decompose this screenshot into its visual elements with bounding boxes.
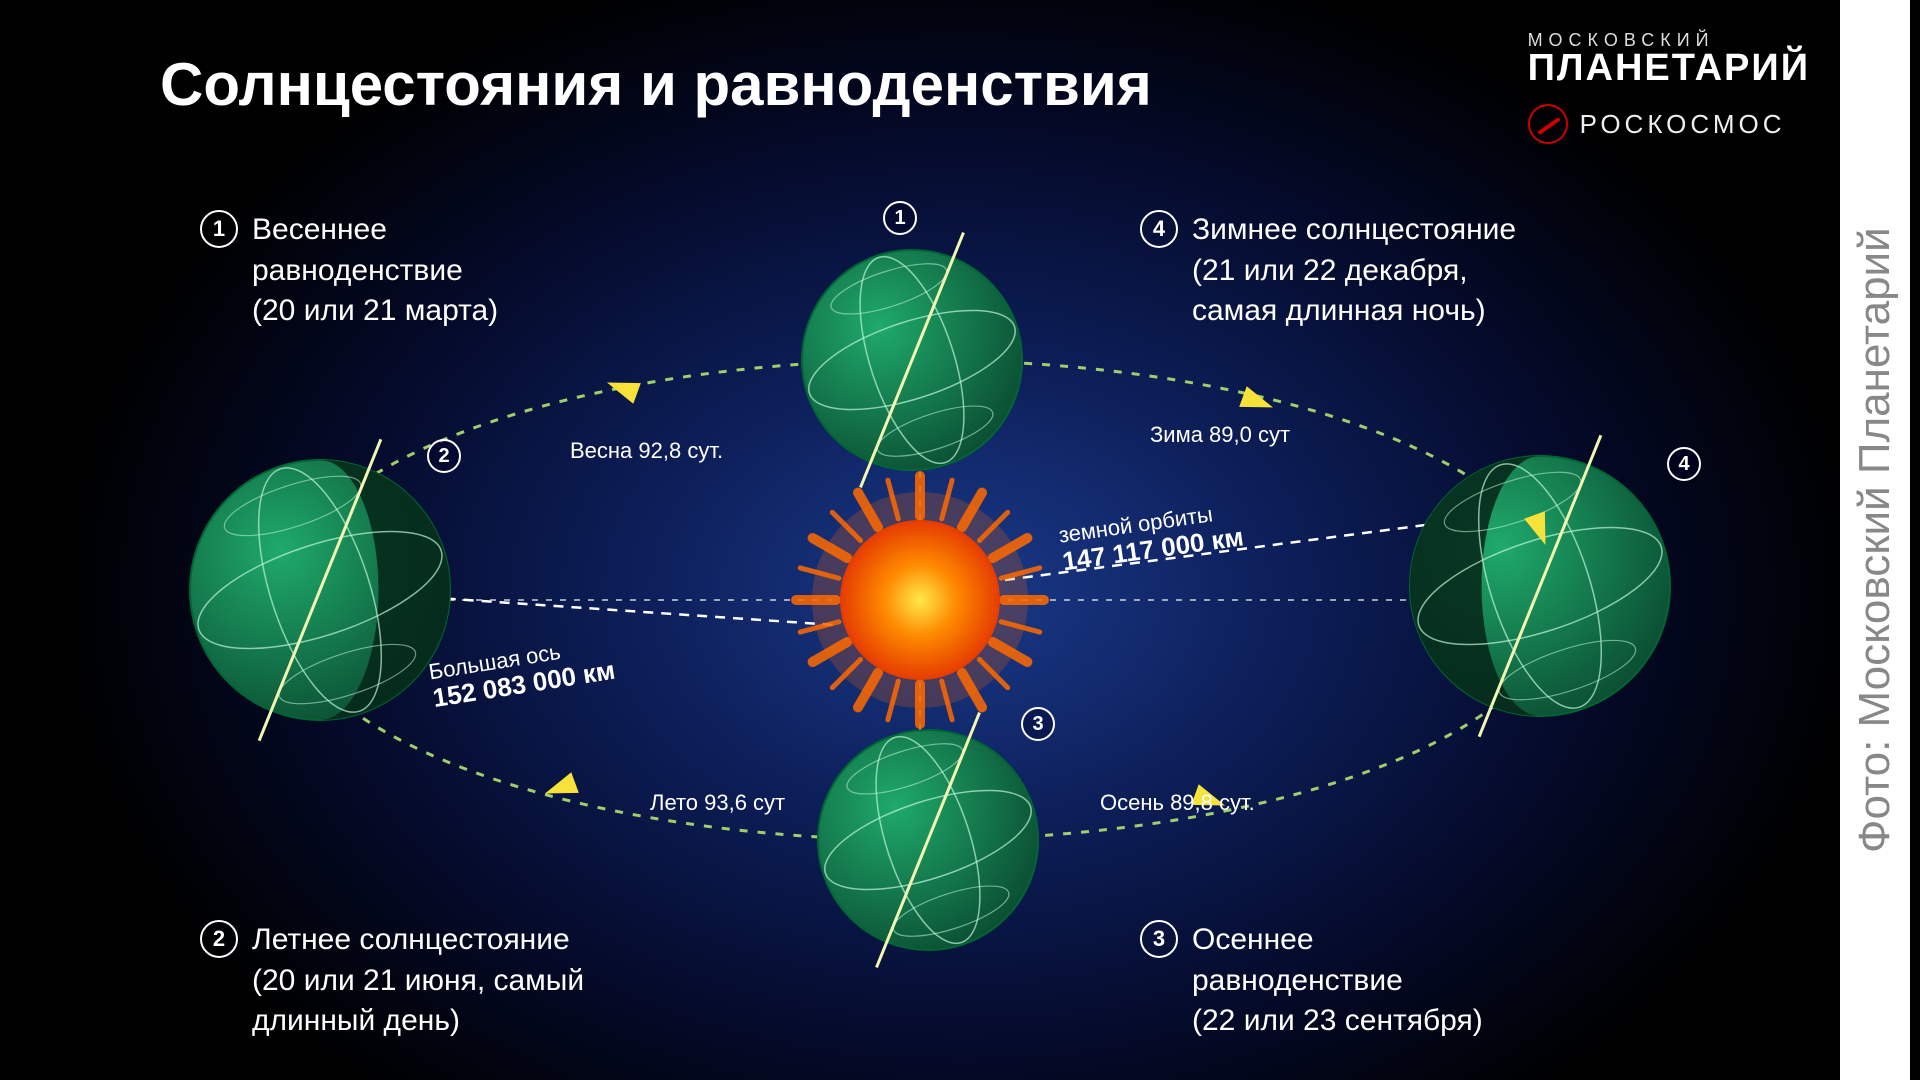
- earth-badge-1: 1: [883, 201, 917, 235]
- season-label-0: Весна 92,8 сут.: [570, 438, 723, 464]
- earth-badge-4: 4: [1667, 447, 1701, 481]
- season-label-1: Зима 89,0 сут: [1150, 422, 1290, 448]
- season-label-2: Лето 93,6 сут: [650, 790, 785, 816]
- legend-num-3: 3: [1140, 920, 1178, 958]
- legend-2: 2 Летнее солнцестояние(20 или 21 июня, са…: [200, 920, 584, 1042]
- orbit-arrow: [1239, 386, 1277, 418]
- legend-3: 3 Осеннееравноденствие(22 или 23 сентября…: [1140, 920, 1483, 1042]
- legend-text-4: Зимнее солнцестояние(21 или 22 декабря,с…: [1192, 210, 1516, 332]
- earth-3: [814, 713, 1043, 968]
- legend-num-1: 1: [200, 210, 238, 248]
- sun: [840, 520, 1000, 680]
- orbit-arrow: [603, 372, 641, 404]
- earth-2: [185, 439, 455, 740]
- legend-1: 1 Весеннееравноденствие(20 или 21 марта): [200, 210, 498, 332]
- earth-badge-2: 2: [427, 439, 461, 473]
- legend-text-2: Летнее солнцестояние(20 или 21 июня, сам…: [252, 920, 584, 1042]
- legend-num-4: 4: [1140, 210, 1178, 248]
- legend-text-1: Весеннееравноденствие(20 или 21 марта): [252, 210, 498, 332]
- legend-num-2: 2: [200, 920, 238, 958]
- diagram-svg: [0, 0, 1920, 1080]
- legend-4: 4 Зимнее солнцестояние(21 или 22 декабря,…: [1140, 210, 1516, 332]
- legend-text-3: Осеннееравноденствие(22 или 23 сентября): [1192, 920, 1483, 1042]
- earth-1: [798, 233, 1027, 488]
- season-label-3: Осень 89,8 сут.: [1100, 790, 1255, 816]
- earth-badge-3: 3: [1021, 707, 1055, 741]
- orbit-arrow: [541, 772, 579, 804]
- earth-4: [1405, 435, 1675, 736]
